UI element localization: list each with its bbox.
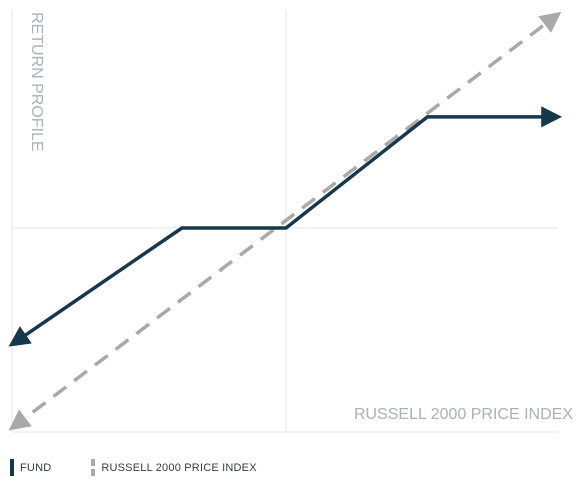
fund-swatch [10,459,14,476]
index-swatch [91,459,96,476]
legend: FUND RUSSELL 2000 PRICE INDEX [10,459,297,476]
series-group [8,11,563,431]
x-axis-label: RUSSELL 2000 PRICE INDEX [354,406,573,423]
legend-label-fund: FUND [20,461,52,474]
legend-item-index: RUSSELL 2000 PRICE INDEX [91,459,257,476]
series-line-fund [8,106,563,347]
y-axis-label: RETURN PROFILE [28,12,45,152]
series-line-index [8,11,562,431]
legend-item-fund: FUND [10,459,51,476]
legend-label-index: RUSSELL 2000 PRICE INDEX [101,461,257,474]
